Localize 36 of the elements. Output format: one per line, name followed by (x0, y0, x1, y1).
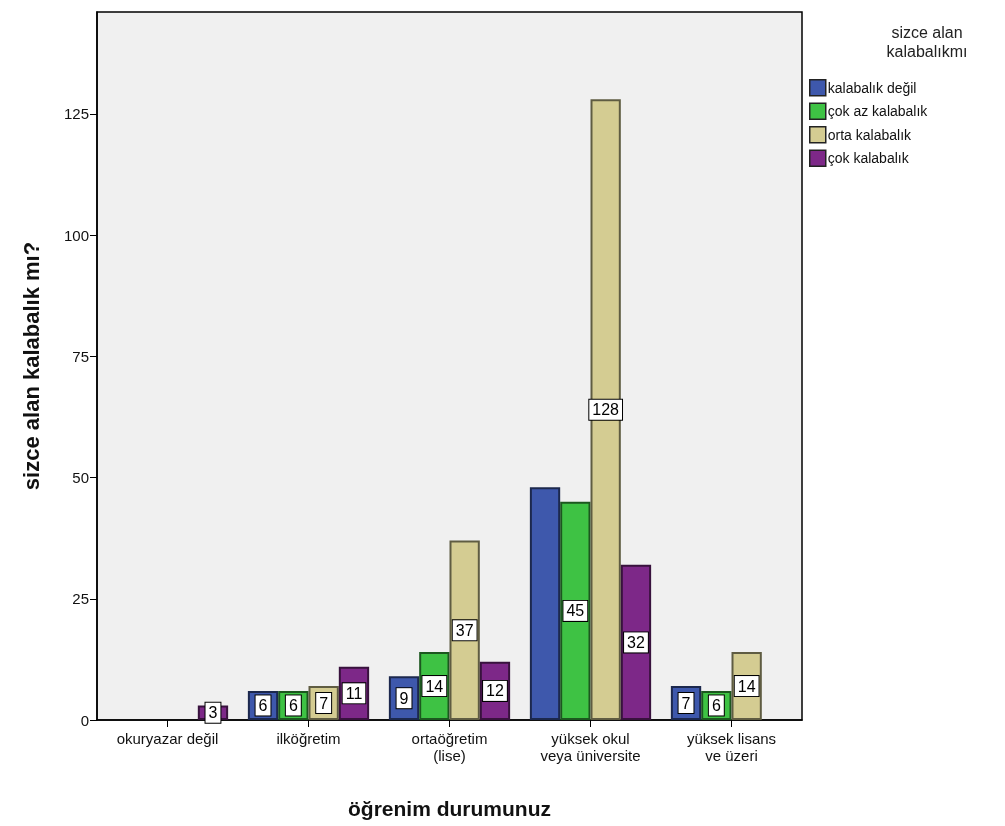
y-tick-label: 0 (80, 711, 89, 729)
data-label: 14 (425, 677, 444, 695)
x-tick-label: ortaöğretim (lise) (411, 730, 488, 764)
x-tick-label: okuryazar değil (116, 730, 219, 747)
data-label: 6 (288, 696, 298, 714)
x-tick-label: yüksek okul veya üniversite (540, 730, 641, 764)
y-axis-title: sizce alan kalabalık mı? (18, 241, 44, 491)
legend-label: orta kalabalık (827, 126, 913, 143)
y-tick-label: 75 (72, 347, 89, 365)
data-label: 7 (319, 694, 329, 712)
legend-label: çok kalabalık (827, 150, 910, 167)
bar (590, 99, 621, 720)
data-label: 6 (711, 696, 721, 714)
data-label: 3 (208, 704, 218, 722)
legend-label: çok az kalabalık (827, 103, 929, 120)
data-label: 32 (627, 633, 645, 651)
data-label: 14 (737, 677, 756, 695)
data-label: 9 (399, 689, 409, 707)
data-label: 6 (258, 696, 268, 714)
bar (560, 501, 591, 720)
data-label: 11 (345, 684, 363, 702)
data-label: 128 (592, 401, 620, 419)
legend-title: sizce alan kalabalıkmı (886, 24, 968, 60)
bar (529, 487, 561, 720)
y-tick-label: 25 (72, 590, 89, 608)
x-tick-label: yüksek lisans ve üzeri (686, 730, 777, 764)
y-tick-label: 100 (63, 226, 89, 244)
data-label: 45 (566, 602, 585, 620)
data-label: 7 (681, 694, 691, 712)
y-tick-label: 125 (63, 105, 89, 123)
data-label: 37 (455, 621, 474, 639)
data-label: 12 (486, 682, 504, 700)
legend-label: kalabalık değil (827, 79, 917, 96)
x-tick-label: ilköğretim (276, 730, 341, 747)
x-axis-title: öğrenim durumunuz (348, 797, 551, 820)
y-tick-label: 50 (72, 469, 89, 487)
